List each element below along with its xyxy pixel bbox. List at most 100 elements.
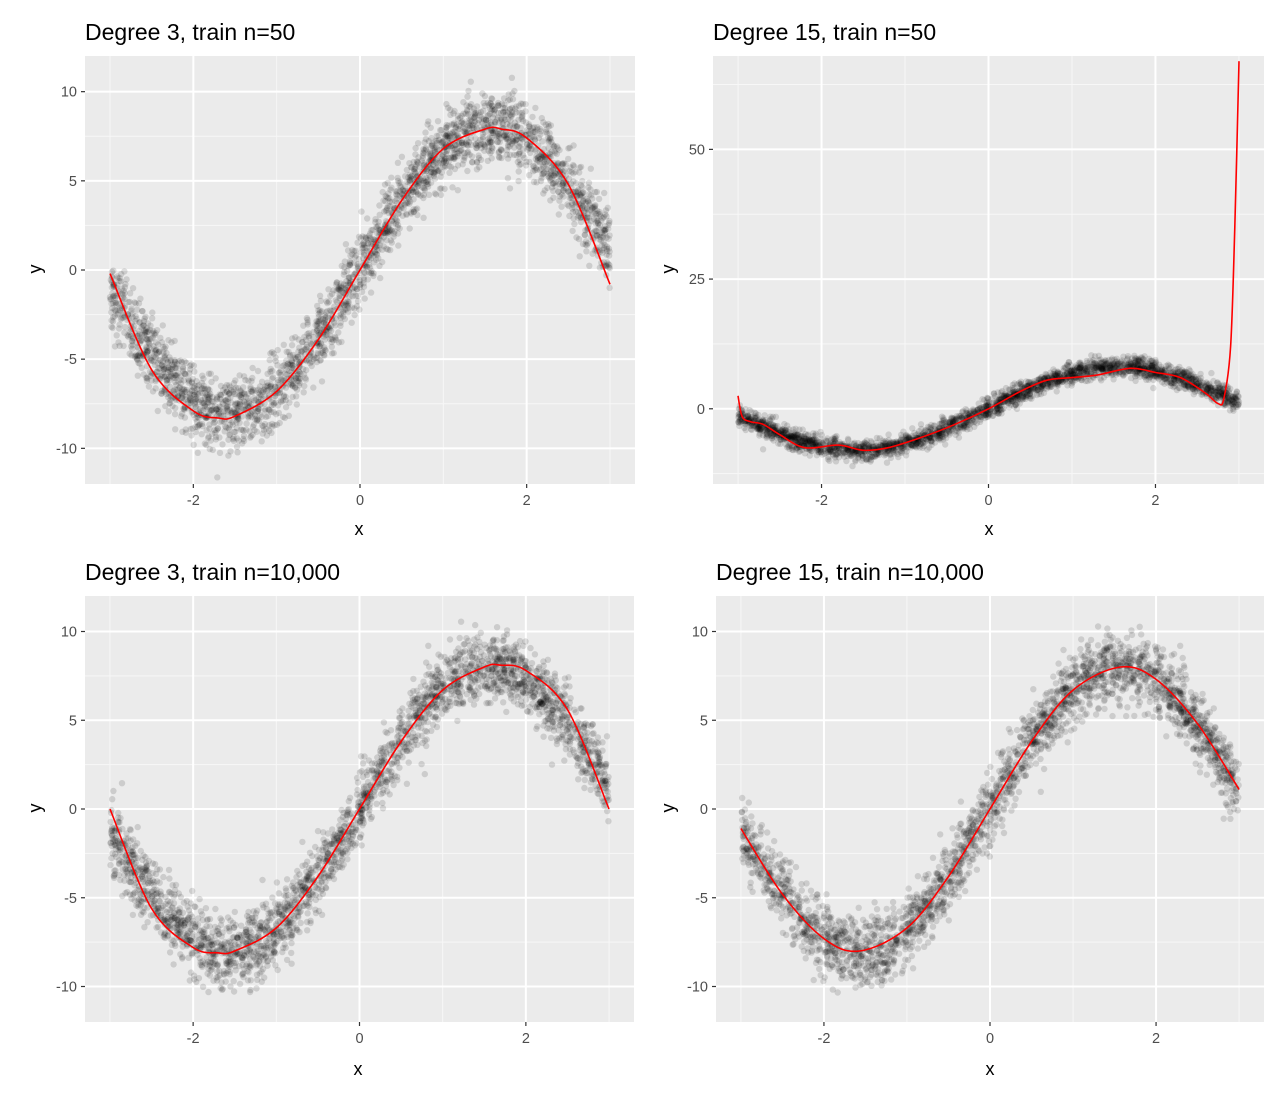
data-point (204, 393, 211, 400)
data-point (430, 169, 437, 177)
data-point (546, 150, 554, 158)
data-point (465, 111, 472, 118)
data-point (388, 226, 395, 234)
data-point (315, 329, 323, 337)
data-point (419, 184, 426, 191)
data-point (150, 343, 157, 350)
data-point (532, 104, 539, 112)
data-point (258, 378, 266, 385)
data-point (145, 339, 152, 346)
data-point (216, 391, 223, 398)
data-point (548, 171, 555, 178)
data-point (407, 191, 414, 199)
data-point (268, 375, 276, 382)
data-point (192, 415, 199, 422)
data-point (142, 374, 150, 382)
data-point (606, 265, 613, 272)
data-point (529, 124, 536, 132)
data-point (403, 210, 410, 217)
data-point (495, 132, 502, 140)
data-point (266, 356, 273, 364)
data-point (436, 185, 444, 192)
data-point (285, 381, 293, 388)
data-point (543, 158, 551, 165)
data-point (181, 405, 188, 412)
data-point (109, 314, 117, 321)
data-point (440, 138, 447, 145)
data-point (273, 421, 281, 428)
data-point (247, 410, 254, 417)
data-point (323, 313, 330, 321)
data-point (603, 234, 610, 241)
data-point (127, 290, 134, 297)
data-point (441, 162, 449, 170)
y-tick-label: -5 (64, 352, 77, 368)
data-point (370, 252, 377, 260)
data-point (258, 438, 265, 445)
data-point (422, 146, 430, 153)
data-point (175, 370, 182, 377)
data-point (419, 149, 427, 156)
data-point (437, 173, 445, 180)
data-point (421, 139, 428, 146)
data-point (317, 357, 324, 364)
data-point (481, 142, 488, 149)
data-point (759, 446, 767, 453)
data-point (528, 145, 535, 153)
data-point (267, 368, 274, 375)
data-point (464, 108, 471, 115)
data-point (142, 326, 150, 334)
data-point (141, 331, 148, 338)
data-point (495, 153, 503, 160)
data-point (406, 171, 414, 179)
data-point (478, 141, 485, 148)
data-point (248, 401, 255, 408)
data-point (418, 177, 425, 185)
data-point (462, 140, 470, 148)
data-point (545, 123, 552, 130)
data-point (237, 388, 244, 395)
data-point (354, 239, 361, 246)
data-point (234, 400, 241, 407)
data-point (606, 232, 613, 239)
data-point (313, 327, 321, 334)
data-point (376, 211, 383, 218)
data-point (282, 393, 289, 400)
data-point (485, 135, 492, 142)
data-point (301, 382, 308, 390)
data-point (567, 194, 575, 202)
data-point (506, 123, 513, 130)
data-point (148, 357, 155, 364)
data-point (308, 340, 315, 348)
data-point (192, 428, 199, 436)
data-point (550, 143, 558, 150)
data-point (384, 179, 391, 187)
data-point (214, 425, 222, 432)
data-point (589, 195, 596, 202)
data-point (393, 195, 400, 202)
data-point (468, 153, 476, 160)
data-point (337, 283, 345, 290)
data-point (480, 107, 487, 115)
data-point (350, 247, 358, 255)
data-point (316, 343, 323, 350)
data-point (385, 209, 392, 217)
data-point (336, 286, 343, 293)
data-point (183, 393, 190, 400)
data-point (258, 413, 266, 420)
data-point (592, 227, 599, 234)
data-point (288, 374, 295, 381)
data-point (195, 382, 202, 389)
data-point (525, 144, 532, 151)
data-point (289, 362, 297, 369)
x-tick-label: 0 (356, 493, 364, 509)
data-point (429, 142, 436, 149)
data-point (288, 359, 296, 366)
data-point (486, 105, 494, 113)
data-point (132, 313, 139, 320)
data-point (139, 322, 146, 330)
data-point (303, 341, 311, 348)
data-point (109, 290, 116, 297)
data-point (163, 390, 170, 398)
data-point (440, 157, 448, 165)
